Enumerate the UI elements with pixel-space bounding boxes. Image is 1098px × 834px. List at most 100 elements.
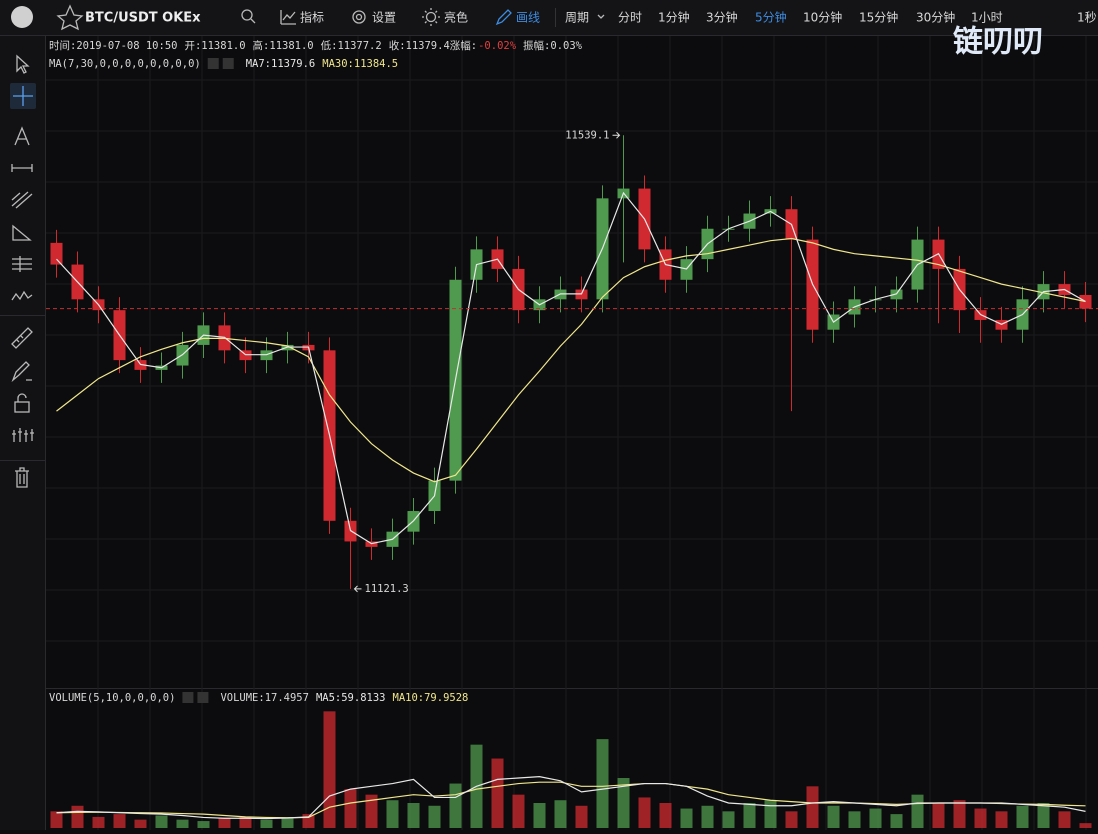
watermark: 链叨叨 bbox=[953, 25, 1043, 60]
pen-tool[interactable] bbox=[11, 361, 32, 383]
pointer-tool[interactable] bbox=[16, 54, 30, 74]
info-item: 涨幅: bbox=[450, 39, 477, 52]
text-tool[interactable] bbox=[14, 126, 30, 146]
lock-tool[interactable] bbox=[14, 401, 30, 413]
volume-bar bbox=[407, 803, 420, 828]
volume-bar bbox=[596, 739, 609, 828]
period[interactable]: 分时 bbox=[618, 11, 642, 25]
vol-close-btn[interactable] bbox=[197, 692, 209, 703]
ma7-value: MA7:11379.6 bbox=[246, 58, 316, 70]
light-icon bbox=[425, 11, 437, 23]
volume-bar bbox=[953, 800, 966, 828]
volume-bar bbox=[533, 803, 546, 828]
volume-bar bbox=[638, 797, 651, 828]
volume-bar bbox=[1037, 803, 1050, 828]
volume-bar bbox=[134, 819, 147, 828]
period[interactable]: 15分钟 bbox=[859, 10, 898, 25]
search-icon-handle bbox=[250, 18, 256, 24]
info-item: 时间:2019-07-08 10:50 bbox=[49, 39, 177, 52]
volume-bar bbox=[827, 805, 840, 828]
ma-line bbox=[56, 237, 1086, 483]
shape-tool[interactable] bbox=[12, 224, 32, 241]
period[interactable]: 30分钟 bbox=[916, 10, 955, 25]
volume-bar bbox=[659, 803, 672, 828]
candle-body bbox=[1079, 294, 1092, 309]
vol-ma5: MA5:59.8133 bbox=[316, 692, 386, 704]
logo bbox=[11, 6, 33, 28]
fib-tool[interactable] bbox=[12, 256, 32, 272]
wave-tool[interactable] bbox=[11, 290, 33, 301]
ma-line bbox=[56, 776, 1086, 820]
info-item: 收:11379.4 bbox=[389, 39, 450, 52]
volume-bar bbox=[932, 803, 945, 828]
volume-bar bbox=[71, 805, 84, 828]
ma-line bbox=[56, 191, 1086, 545]
volume-bar bbox=[554, 800, 567, 828]
toolbar-button[interactable]: 画线 bbox=[516, 11, 540, 25]
volume-bar bbox=[260, 819, 273, 828]
volume-bar bbox=[386, 800, 399, 828]
channel-tool[interactable] bbox=[11, 191, 33, 209]
ma-close-btn[interactable] bbox=[222, 58, 234, 69]
volume-bar bbox=[323, 711, 336, 828]
high-arrow bbox=[612, 131, 621, 139]
period-menu[interactable]: 周期 bbox=[565, 11, 589, 25]
volume-bar bbox=[491, 758, 504, 828]
lock-shackle bbox=[17, 393, 27, 402]
volume-bar bbox=[1058, 811, 1071, 828]
ruler-tool[interactable] bbox=[11, 164, 33, 172]
vol-value: VOLUME:17.4957 bbox=[220, 692, 309, 704]
volume-bar bbox=[617, 778, 630, 828]
volume-bar bbox=[722, 811, 735, 828]
ma-params: MA(7,30,0,0,0,0,0,0,0,0) bbox=[49, 58, 201, 70]
volume-bar bbox=[344, 789, 357, 828]
period[interactable]: 3分钟 bbox=[706, 10, 738, 25]
volume-bar bbox=[890, 814, 903, 828]
toolbar-button[interactable]: 亮色 bbox=[444, 10, 468, 25]
low-arrow bbox=[353, 585, 362, 593]
volume-bar bbox=[785, 811, 798, 828]
vol-settings-btn[interactable] bbox=[182, 692, 194, 703]
info-item: 高:11381.0 bbox=[253, 39, 314, 52]
toolbar-button[interactable]: 指标 bbox=[300, 10, 324, 25]
info-item: 开:11381.0 bbox=[184, 40, 245, 52]
volume-bar bbox=[680, 808, 693, 828]
volume-bar bbox=[155, 815, 168, 828]
volume-bar bbox=[92, 816, 105, 828]
candles-tool[interactable] bbox=[12, 428, 34, 442]
draw-icon bbox=[495, 9, 512, 26]
period[interactable]: 5分钟 bbox=[755, 10, 787, 25]
indicator-icon bbox=[280, 10, 296, 25]
period[interactable]: 10分钟 bbox=[803, 10, 842, 25]
top-toolbar bbox=[0, 0, 1098, 35]
volume-bar bbox=[806, 786, 819, 828]
settings-icon-core bbox=[355, 13, 363, 21]
volume-bar bbox=[869, 808, 882, 828]
period[interactable]: 1小时 bbox=[971, 11, 1003, 25]
crosshair-tool[interactable] bbox=[13, 86, 33, 106]
settings-icon bbox=[352, 10, 366, 24]
volume-bar bbox=[911, 794, 924, 828]
left-icons bbox=[0, 54, 45, 488]
toolbar-button[interactable]: 设置 bbox=[372, 11, 396, 25]
symbol[interactable]: BTC/USDT OKEx bbox=[85, 11, 201, 26]
ma-settings-btn[interactable] bbox=[207, 58, 219, 69]
star-icon[interactable] bbox=[56, 4, 84, 31]
period[interactable]: 1秒 bbox=[1077, 11, 1097, 25]
volume-bar bbox=[281, 818, 294, 828]
measure-tool[interactable] bbox=[11, 327, 33, 349]
volume-bar bbox=[701, 805, 714, 828]
period-chevron bbox=[597, 14, 605, 19]
delete-tool[interactable] bbox=[15, 467, 29, 488]
volume-bar bbox=[1016, 805, 1029, 828]
low-label: 11121.3 bbox=[365, 583, 409, 595]
volume-bar bbox=[239, 816, 252, 828]
volume-bar bbox=[974, 808, 987, 828]
volume-bar bbox=[428, 805, 441, 828]
ma30-value: MA30:11384.5 bbox=[322, 58, 398, 70]
period[interactable]: 1分钟 bbox=[658, 10, 690, 25]
volume-bar bbox=[218, 818, 231, 828]
search-icon[interactable] bbox=[241, 9, 253, 21]
